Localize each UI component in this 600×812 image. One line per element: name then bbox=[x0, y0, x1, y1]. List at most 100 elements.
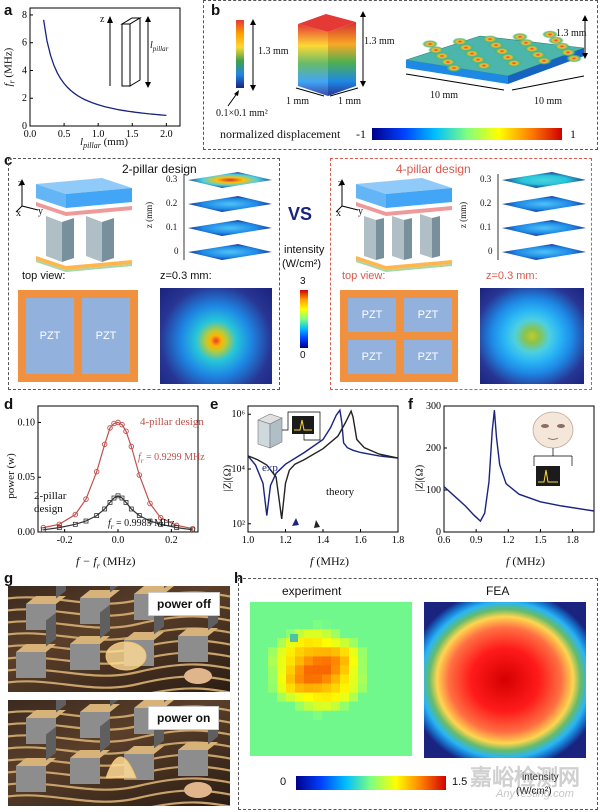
panel-b-dim-1-3-right: 1.3 mm bbox=[556, 28, 587, 39]
panel-c-vs: VS bbox=[288, 204, 313, 224]
data-point-d-4pillar bbox=[123, 428, 129, 434]
panel-h-colorbar-label: intensity bbox=[522, 772, 559, 783]
y-tick-label: 100 bbox=[426, 485, 441, 496]
heatmap-cell bbox=[358, 701, 368, 712]
heatmap-cell bbox=[340, 746, 350, 756]
heatmap-cell bbox=[304, 719, 314, 730]
heatmap-cell bbox=[322, 683, 332, 694]
y-tick-label: 200 bbox=[426, 443, 441, 454]
panel-c-left-axis-y: y bbox=[38, 206, 43, 217]
displacement-bump bbox=[464, 49, 480, 58]
heatmap-cell bbox=[286, 665, 296, 675]
heatmap-cell bbox=[403, 638, 412, 648]
x-tick-label: 2.0 bbox=[160, 129, 173, 140]
heatmap-cell bbox=[358, 737, 368, 748]
heatmap-cell bbox=[340, 692, 350, 703]
x-tick-label: 1.0 bbox=[92, 129, 105, 140]
data-point-d-2pillar bbox=[83, 518, 89, 524]
y-tick-label: 0.00 bbox=[18, 527, 36, 538]
panel-label-f: f bbox=[408, 396, 413, 413]
heatmap-cell bbox=[394, 611, 404, 621]
heatmap-cell bbox=[331, 728, 341, 739]
displacement-bump bbox=[470, 55, 486, 64]
heatmap-cell bbox=[304, 629, 314, 639]
heatmap-cell bbox=[313, 719, 323, 730]
heatmap-cell bbox=[286, 746, 296, 756]
heatmap-cell bbox=[250, 674, 260, 685]
panel-b-dim-1-3-mid: 1.3 mm bbox=[364, 36, 395, 47]
panel-d-label-2pillar-a: 2-pillar bbox=[34, 490, 67, 502]
heatmap-cell bbox=[358, 692, 368, 703]
data-point-d-2pillar bbox=[158, 521, 164, 527]
displacement-bump bbox=[524, 44, 540, 53]
panel-label-d: d bbox=[4, 396, 14, 413]
displacement-bump bbox=[452, 37, 468, 46]
panel-h-right-title: FEA bbox=[486, 584, 510, 598]
heatmap-cell bbox=[322, 620, 332, 630]
heatmap-cell bbox=[331, 602, 341, 612]
heatmap-cell bbox=[376, 602, 386, 612]
finger bbox=[184, 668, 212, 684]
heatmap-cell bbox=[259, 647, 269, 657]
heatmap-cell bbox=[286, 737, 296, 748]
heatmap-cell bbox=[304, 701, 314, 712]
heatmap-cell bbox=[286, 692, 296, 703]
transducer-block-side bbox=[70, 644, 100, 670]
heatmap-cell bbox=[376, 692, 386, 703]
water-droplet bbox=[105, 756, 137, 779]
transducer-block-edge bbox=[56, 586, 66, 599]
transducer-block-side bbox=[16, 652, 46, 678]
panel-b-dim-10mm-a: 10 mm bbox=[430, 90, 459, 101]
heatmap-cell bbox=[295, 737, 305, 748]
heatmap-cell bbox=[385, 629, 395, 639]
heatmap-cell bbox=[358, 638, 368, 648]
panel-c-right-heatmap bbox=[480, 288, 584, 384]
data-point-d-2pillar bbox=[136, 513, 142, 518]
panel-c-left-heatmap bbox=[160, 288, 272, 384]
heatmap-cell bbox=[259, 692, 269, 703]
heatmap-cell bbox=[349, 719, 359, 730]
panel-e-inset bbox=[257, 411, 321, 449]
heatmap-cell bbox=[385, 746, 395, 756]
heatmap-cell bbox=[286, 620, 296, 630]
panel-b-frame bbox=[203, 0, 598, 150]
heatmap-cell bbox=[322, 710, 332, 721]
heatmap-cell bbox=[403, 719, 412, 730]
data-point-d-4pillar bbox=[72, 511, 79, 518]
heatmap-cell bbox=[385, 611, 395, 621]
heatmap-cell bbox=[394, 620, 404, 630]
pzt-right-4: PZT bbox=[404, 340, 452, 374]
heatmap-cell bbox=[259, 683, 269, 694]
heatmap-cell bbox=[403, 629, 412, 639]
heatmap-cell bbox=[394, 629, 404, 639]
heatmap-cell bbox=[340, 665, 350, 675]
heatmap-cell bbox=[385, 683, 395, 694]
heatmap-cell bbox=[304, 746, 314, 756]
panel-e-label-theory: theory bbox=[326, 486, 355, 498]
data-point-d-2pillar bbox=[119, 495, 125, 501]
heatmap-cell bbox=[259, 665, 269, 675]
transducer-block-top bbox=[124, 632, 164, 640]
heatmap-cell bbox=[286, 683, 296, 694]
data-point-d-2pillar bbox=[147, 518, 153, 524]
y-tick-label: 0.10 bbox=[18, 417, 36, 428]
heatmap-cell bbox=[358, 647, 368, 657]
heatmap-cell bbox=[358, 656, 368, 666]
data-point-d-2pillar bbox=[174, 525, 180, 531]
panel-d-label-2pillar-freq: fr = 0.9983 MHz bbox=[108, 518, 175, 531]
panel-b-dim-1mm-b: 1 mm bbox=[338, 96, 362, 107]
displacement-bump bbox=[422, 40, 438, 48]
heatmap-cell bbox=[286, 728, 296, 739]
heatmap-cell bbox=[295, 746, 305, 756]
y-tick-label: 6 bbox=[22, 38, 27, 49]
displacement-bump bbox=[566, 54, 582, 63]
heatmap-cell bbox=[385, 665, 395, 675]
heatmap-cell bbox=[268, 692, 278, 703]
panel-b-cube bbox=[298, 14, 356, 96]
heatmap-cell bbox=[250, 638, 260, 648]
panel-b-surface bbox=[405, 30, 585, 84]
line-series-d-1 bbox=[43, 495, 193, 531]
panel-c-left-zslice: z=0.3 mm: bbox=[160, 270, 212, 282]
heatmap-cell bbox=[367, 611, 377, 621]
panel-c-left-ztick-1: 0.2 bbox=[166, 198, 178, 208]
